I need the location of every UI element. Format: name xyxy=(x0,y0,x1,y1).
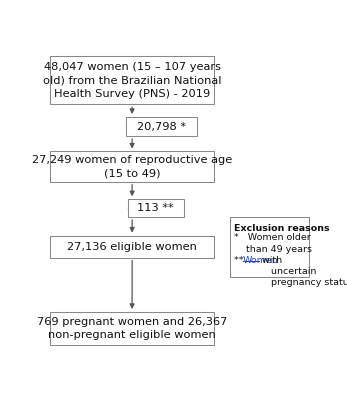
Text: Exclusion reasons: Exclusion reasons xyxy=(234,224,330,232)
FancyBboxPatch shape xyxy=(230,218,309,276)
Text: 769 pregnant women and 26,367
non-pregnant eligible women: 769 pregnant women and 26,367 non-pregna… xyxy=(37,317,227,340)
Text: Women: Women xyxy=(243,256,279,265)
FancyBboxPatch shape xyxy=(50,236,214,258)
FancyBboxPatch shape xyxy=(50,312,214,345)
Text: 20,798 *: 20,798 * xyxy=(137,122,186,132)
FancyBboxPatch shape xyxy=(126,117,197,136)
Text: with
    uncertain
    pregnancy status: with uncertain pregnancy status xyxy=(259,256,347,287)
Text: **: ** xyxy=(234,256,249,265)
Text: 48,047 women (15 – 107 years
old) from the Brazilian National
Health Survey (PNS: 48,047 women (15 – 107 years old) from t… xyxy=(43,62,221,98)
FancyBboxPatch shape xyxy=(50,56,214,104)
Text: *   Women older
    than 49 years: * Women older than 49 years xyxy=(234,234,312,254)
Text: 113 **: 113 ** xyxy=(137,203,174,213)
FancyBboxPatch shape xyxy=(128,199,184,217)
Text: 27,136 eligible women: 27,136 eligible women xyxy=(67,242,197,252)
FancyBboxPatch shape xyxy=(50,152,214,182)
Text: 27,249 women of reproductive age
(15 to 49): 27,249 women of reproductive age (15 to … xyxy=(32,155,232,178)
